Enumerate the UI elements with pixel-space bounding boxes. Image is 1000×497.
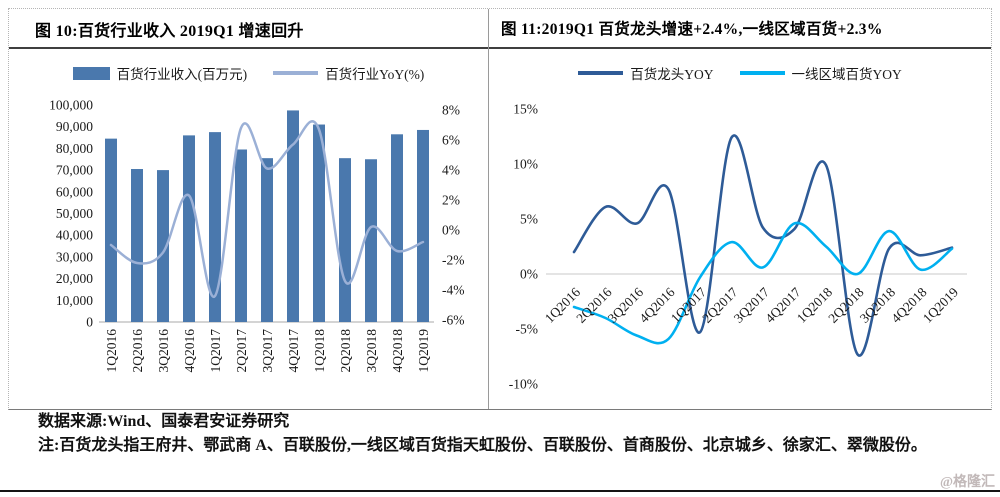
y-axis-tick-label: 30,000 [56, 249, 93, 264]
legend-line-swatch [578, 71, 624, 75]
y-axis-tick-label: 0% [520, 267, 538, 282]
leaders-yoy-line [572, 134, 954, 357]
data-source-note: 数据来源:Wind、国泰君安证券研究 [38, 413, 290, 430]
x-axis-labels: 1Q2016 2Q2016 3Q2016 4Q2016 1Q2017 2Q2017 3Q20… [104, 329, 431, 373]
right-chart-axes: 15% 10% 5% 0% -5% -10% [509, 102, 538, 392]
x-tick-label: 1Q2016 [104, 329, 119, 373]
left-chart-canvas: 0 10,000 20,000 30,000 40,000 50,000 60,000 70,… [49, 98, 464, 373]
secondary-y-tick-label: 8% [442, 103, 460, 118]
legend-line-swatch [739, 71, 785, 75]
panel-yoy-chart: 图 11:2019Q1 百货龙头增速+2.4%,一线区域百货+2.3% 百货龙头… [489, 9, 991, 409]
left-chart-legend: 百货行业收入(百万元) 百货行业YoY(%) [9, 63, 488, 83]
bar-3Q2017 [261, 158, 273, 322]
left-chart-axes: 0 10,000 20,000 30,000 40,000 50,000 60,000 70,… [49, 98, 464, 330]
secondary-y-tick-label: -6% [442, 313, 465, 328]
legend-item: 百货行业YoY(%) [273, 63, 424, 83]
x-tick-label: 4Q2016 [182, 329, 197, 373]
y-axis-tick-label: 100,000 [49, 98, 93, 113]
right-chart-title: 图 11:2019Q1 百货龙头增速+2.4%,一线区域百货+2.3% [489, 9, 991, 49]
y-axis-tick-label: 10,000 [56, 293, 93, 308]
bar-2Q2018 [339, 158, 351, 322]
y-axis-tick-label: 5% [520, 212, 538, 227]
legend-label: 百货行业收入(百万元) [116, 67, 248, 82]
secondary-y-tick-label: 6% [442, 133, 460, 148]
footnote: 注:百货龙头指王府井、鄂武商 A、百联股份,一线区域百货指天虹股份、百联股份、首… [38, 437, 927, 454]
x-tick-label: 1Q2018 [312, 329, 327, 373]
x-tick-label: 4Q2018 [390, 329, 405, 373]
x-tick-label: 1Q2019 [416, 329, 431, 373]
bar-1Q2017 [209, 132, 221, 322]
bar-1Q2018 [313, 124, 325, 322]
y-axis-tick-label: -5% [516, 322, 539, 337]
bottom-divider [0, 490, 1000, 492]
y-axis-tick-label: 40,000 [56, 228, 93, 243]
bar-1Q2019 [417, 129, 429, 322]
figure-box: 图 10:百货行业收入 2019Q1 增速回升 百货行业收入(百万元) 百货行业Y… [8, 8, 992, 410]
legend-label: 一线区域百货YOY [791, 67, 902, 82]
legend-item: 一线区域百货YOY [739, 63, 902, 83]
x-axis-labels: 1Q20162Q20163Q20164Q20161Q20172Q20173Q20… [542, 284, 962, 326]
secondary-y-tick-label: -2% [442, 253, 465, 268]
y-axis-tick-label: 0 [86, 315, 93, 330]
y-axis-tick-label: 15% [513, 102, 538, 117]
bar-4Q2017 [287, 110, 299, 322]
y-axis-tick-label: 90,000 [56, 119, 93, 134]
legend-bar-swatch [72, 66, 110, 80]
legend-line-swatch [273, 71, 319, 75]
x-tick-label: 3Q2018 [364, 329, 379, 373]
bar-4Q2016 [183, 135, 195, 322]
bar-3Q2016 [157, 170, 169, 322]
y-axis-tick-label: -10% [509, 377, 538, 392]
x-tick-label: 2Q2018 [338, 329, 353, 373]
bar-2Q2017 [235, 149, 247, 322]
bar-4Q2018 [391, 134, 403, 322]
bar-1Q2016 [105, 138, 117, 322]
secondary-y-tick-label: 0% [442, 223, 460, 238]
x-tick-label: 1Q2017 [208, 329, 223, 373]
bar-2Q2016 [131, 169, 143, 322]
legend-item: 百货行业收入(百万元) [72, 63, 248, 83]
legend-label: 百货龙头YOY [630, 67, 714, 82]
watermark: @格隆汇 [939, 475, 995, 490]
y-axis-tick-label: 80,000 [56, 141, 93, 156]
left-chart-title: 图 10:百货行业收入 2019Q1 增速回升 [9, 9, 488, 49]
legend-label: 百货行业YoY(%) [325, 67, 425, 82]
x-tick-label: 3Q2016 [156, 329, 171, 373]
right-chart-canvas: 15% 10% 5% 0% -5% -10% 1Q20162Q20163Q20164Q201… [509, 102, 967, 392]
right-chart-legend: 百货龙头YOY 一线区域百货YOY [489, 63, 991, 83]
secondary-y-tick-label: -4% [442, 283, 465, 298]
x-tick-label: 2Q2016 [130, 329, 145, 373]
secondary-y-tick-label: 2% [442, 193, 460, 208]
yoy-line [109, 120, 425, 298]
legend-item: 百货龙头YOY [578, 63, 714, 83]
x-tick-label: 2Q2017 [234, 329, 249, 373]
panel-revenue-chart: 图 10:百货行业收入 2019Q1 增速回升 百货行业收入(百万元) 百货行业Y… [9, 9, 489, 409]
bar-3Q2018 [365, 159, 377, 322]
secondary-y-tick-label: 4% [442, 163, 460, 178]
x-tick-label: 1Q2019 [920, 284, 962, 326]
x-tick-label: 3Q2017 [260, 329, 275, 373]
x-tick-label: 4Q2017 [286, 329, 301, 373]
y-axis-tick-label: 10% [513, 157, 538, 172]
revenue-bars [105, 110, 429, 322]
y-axis-tick-label: 60,000 [56, 184, 93, 199]
y-axis-tick-label: 50,000 [56, 206, 93, 221]
y-axis-tick-label: 20,000 [56, 271, 93, 286]
y-axis-tick-label: 70,000 [56, 163, 93, 178]
tier1-region-yoy-line [572, 221, 954, 345]
